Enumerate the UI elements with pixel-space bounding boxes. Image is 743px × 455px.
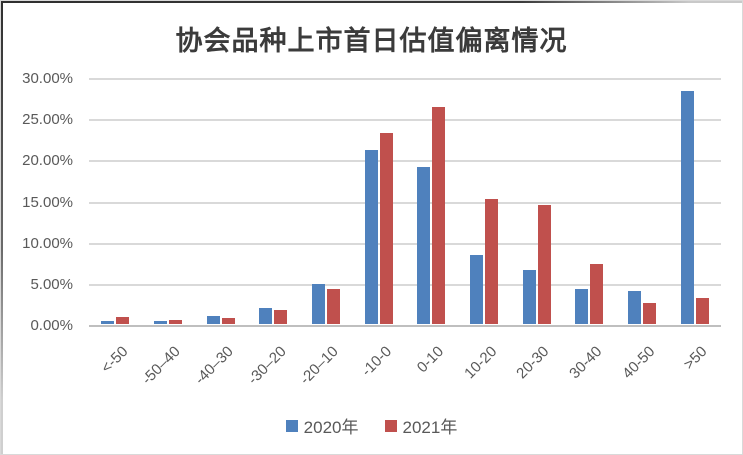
bar-2021年--50–40 <box>169 319 182 324</box>
bar-2021年-0-10 <box>432 107 446 324</box>
bar-2021年-40-50 <box>643 302 656 324</box>
gridline-5 <box>89 283 721 286</box>
frame-top-border <box>1 1 742 3</box>
legend-swatch-icon <box>384 419 397 432</box>
x-axis-label: 0-10 <box>414 343 448 377</box>
bar-2021年--40–30 <box>221 318 235 324</box>
x-axis-label: -10-0 <box>357 343 395 380</box>
bar-2020年--40–30 <box>206 315 220 324</box>
legend-swatch-icon <box>285 419 298 432</box>
legend-label: 2020年 <box>303 418 359 437</box>
x-axis-label: 20-30 <box>513 343 553 383</box>
bar-2020年-<-50 <box>101 320 115 324</box>
y-axis-label: 0.00% <box>30 317 73 334</box>
y-axis-label: 5.00% <box>30 275 73 293</box>
y-axis-label: 20.00% <box>22 152 73 170</box>
bar-2021年-30-40 <box>590 263 604 324</box>
plot-area <box>89 78 721 327</box>
x-axis-label: -20–10 <box>296 343 343 389</box>
bar-2020年--30–20 <box>259 308 273 324</box>
gridline-10 <box>89 242 721 245</box>
x-axis-label: 10-20 <box>460 343 501 383</box>
x-axis-label: <-50 <box>97 343 132 377</box>
y-axis-label: 30.00% <box>22 70 73 87</box>
bar-2021年-<-50 <box>116 317 130 324</box>
chart-title: 协会品种上市首日估值偏离情况 <box>175 26 568 56</box>
bar-2020年->50 <box>680 91 694 324</box>
bar-2021年--30–20 <box>274 310 288 324</box>
bar-2021年-20-30 <box>537 204 551 324</box>
bar-2021年--10-0 <box>379 133 393 324</box>
x-axis-label: 40-50 <box>618 343 659 383</box>
bar-2021年--20–10 <box>327 288 340 324</box>
legend-item-2021年: 2021年 <box>384 413 458 438</box>
legend: 2020年 2021年 <box>1 413 742 438</box>
bar-2020年-0-10 <box>417 166 431 324</box>
gridline-30 <box>89 78 721 80</box>
bar-2020年-30-40 <box>575 289 589 324</box>
bar-2020年-10-20 <box>470 254 483 324</box>
legend-label: 2021年 <box>402 418 458 437</box>
bar-2021年->50 <box>695 297 709 324</box>
gridline-25 <box>89 119 721 122</box>
frame-left-border <box>1 1 3 454</box>
bar-2021年-10-20 <box>485 198 498 324</box>
y-axis-label: 15.00% <box>22 193 73 211</box>
gridline-20 <box>89 160 721 163</box>
x-axis-label: -50–40 <box>138 343 185 389</box>
gridline-0 <box>89 325 721 327</box>
y-axis-label: 10.00% <box>22 234 73 252</box>
x-axis-label: >50 <box>680 343 711 374</box>
gridline-15 <box>89 201 721 204</box>
bar-2020年--10-0 <box>364 150 378 324</box>
x-axis-label: -40–30 <box>191 343 237 389</box>
bar-2020年-20-30 <box>522 269 536 324</box>
bar-2020年--20–10 <box>312 284 325 324</box>
legend-item-2020年: 2020年 <box>285 413 359 438</box>
bar-2020年-40-50 <box>628 291 641 324</box>
y-axis-label: 25.00% <box>22 111 73 129</box>
bar-2020年--50–40 <box>154 320 167 324</box>
x-axis-label: -30–20 <box>244 343 290 389</box>
x-axis-label: 30-40 <box>566 343 606 383</box>
